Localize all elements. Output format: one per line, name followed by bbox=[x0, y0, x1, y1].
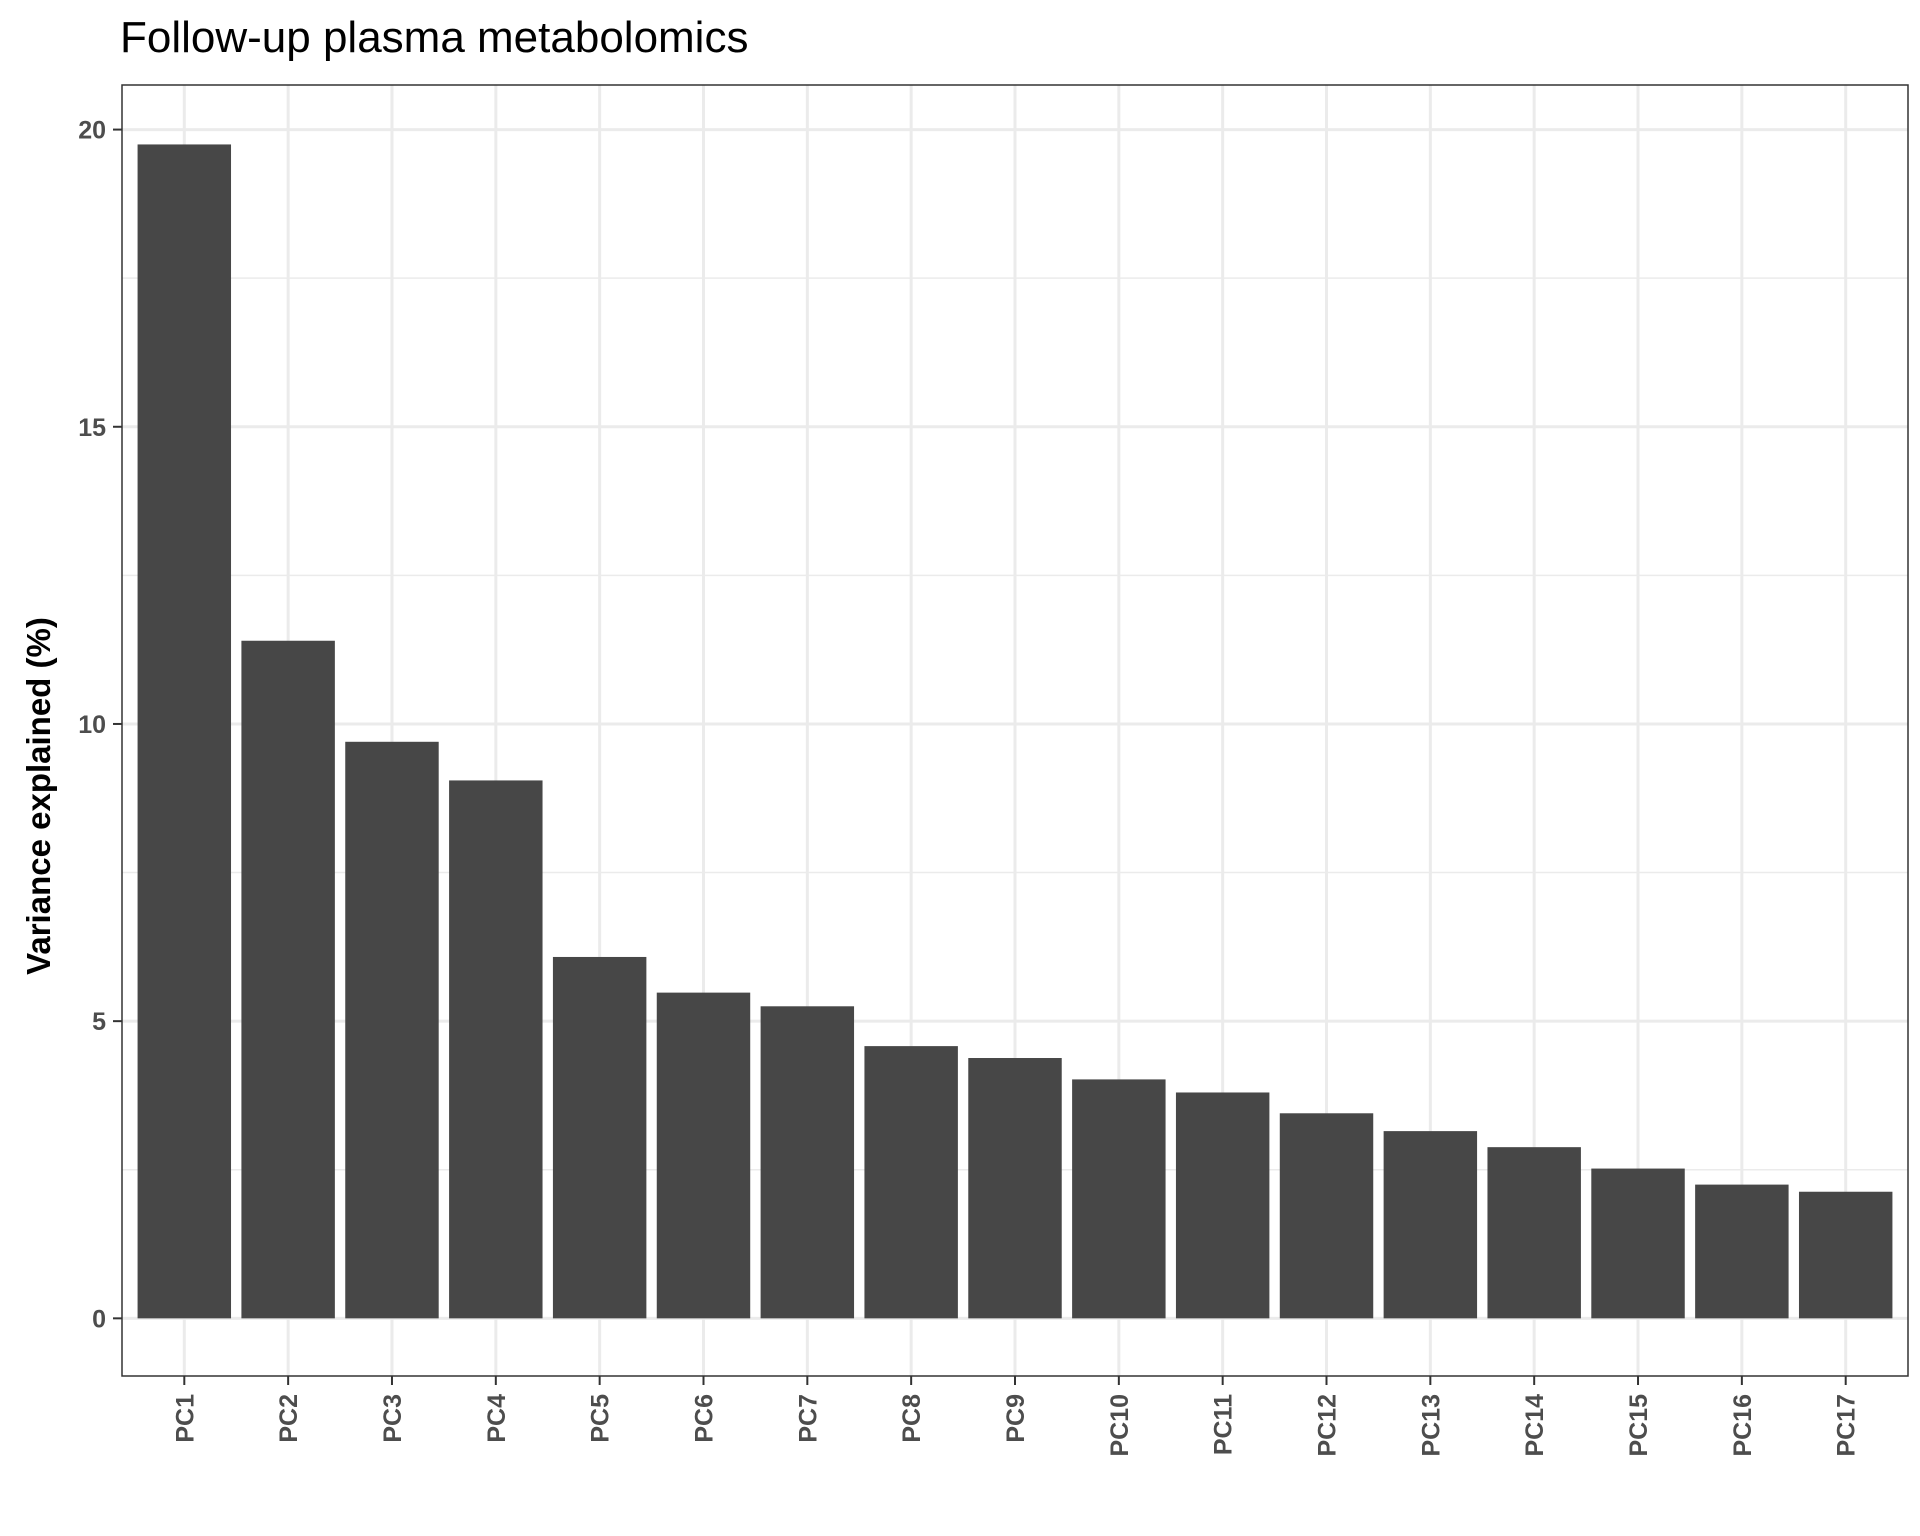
bar-pc1 bbox=[137, 144, 232, 1319]
x-tick-label: PC4 bbox=[483, 1394, 511, 1443]
y-tick-label: 15 bbox=[78, 414, 106, 442]
bar-pc8 bbox=[864, 1046, 958, 1319]
bar-pc6 bbox=[656, 992, 751, 1319]
bar-pc15 bbox=[1591, 1168, 1685, 1319]
bar-pc17 bbox=[1798, 1191, 1893, 1319]
y-tick-label: 20 bbox=[78, 117, 106, 145]
plot-area: 0 5 10 15 20 PC1 PC2 PC3 PC4 PC5 PC6 PC7 PC8 PC9 PC10 P… bbox=[78, 84, 1909, 1457]
y-tick-label: 5 bbox=[92, 1008, 106, 1036]
x-tick-label: PC5 bbox=[587, 1394, 615, 1443]
x-tick-label: PC10 bbox=[1106, 1394, 1134, 1457]
x-tick-label: PC3 bbox=[379, 1394, 407, 1443]
chart-title: Follow-up plasma metabolomics bbox=[120, 13, 748, 62]
bar-pc2 bbox=[241, 640, 335, 1319]
x-tick-label: PC17 bbox=[1833, 1394, 1861, 1457]
bar-pc11 bbox=[1175, 1092, 1270, 1319]
bar-pc14 bbox=[1487, 1147, 1581, 1319]
y-axis-label: Variance explained (%) bbox=[20, 617, 57, 975]
x-tick-label: PC13 bbox=[1417, 1394, 1445, 1457]
y-tick-label: 0 bbox=[92, 1305, 106, 1333]
x-tick-label: PC12 bbox=[1314, 1394, 1342, 1457]
bar-pc12 bbox=[1279, 1113, 1374, 1319]
x-tick-label: PC15 bbox=[1625, 1394, 1653, 1457]
x-tick-label: PC2 bbox=[275, 1394, 303, 1443]
x-tick-label: PC6 bbox=[690, 1394, 718, 1443]
bar-pc9 bbox=[968, 1058, 1062, 1319]
x-tick-label: PC9 bbox=[1002, 1394, 1030, 1443]
bar-pc10 bbox=[1072, 1079, 1166, 1319]
y-tick-label: 10 bbox=[78, 711, 106, 739]
x-tick-label: PC7 bbox=[794, 1394, 822, 1443]
bar-pc7 bbox=[760, 1006, 855, 1319]
x-tick-label: PC8 bbox=[898, 1394, 926, 1443]
bar-pc16 bbox=[1695, 1184, 1789, 1319]
x-tick-label: PC1 bbox=[171, 1394, 199, 1443]
x-tick-label: PC14 bbox=[1521, 1394, 1549, 1457]
bar-pc3 bbox=[345, 741, 439, 1319]
x-tick-label: PC11 bbox=[1210, 1394, 1238, 1455]
x-tick-label: PC16 bbox=[1729, 1394, 1757, 1457]
bar-pc4 bbox=[449, 780, 543, 1319]
bar-pc5 bbox=[552, 956, 647, 1319]
bar-pc13 bbox=[1383, 1131, 1478, 1319]
